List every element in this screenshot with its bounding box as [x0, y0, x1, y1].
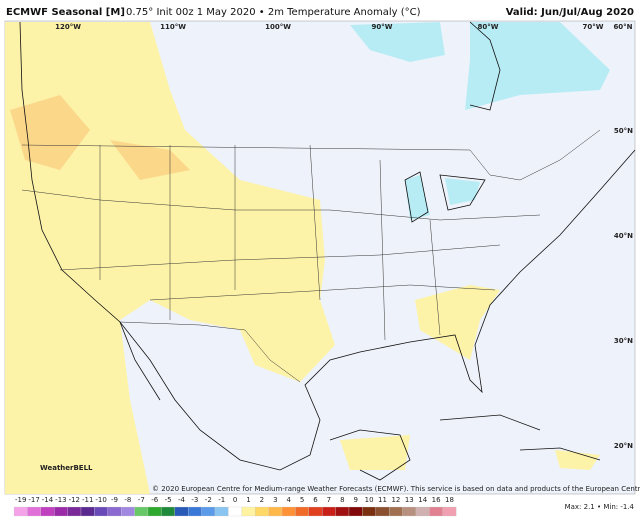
- legend-swatch: [188, 506, 202, 517]
- legend: -19 -17 -14 -13 -12 -11 -10 -9 -8 -7 -6 -5 -4 -3 -2 -1 0…: [13, 496, 457, 517]
- legend-label: 8: [340, 496, 344, 504]
- legend-label: -2: [205, 496, 212, 504]
- longitude-label: 110°W: [160, 23, 186, 31]
- title-bold: ECMWF Seasonal [M]: [6, 7, 125, 18]
- legend-swatch: [13, 506, 28, 517]
- legend-label: 6: [313, 496, 318, 504]
- legend-swatch: [268, 506, 283, 517]
- max-min: Max: 2.1 • Min: -1.4: [565, 503, 635, 511]
- longitude-label: 60°N: [613, 23, 632, 31]
- legend-swatch: [134, 506, 149, 517]
- logo: WeatherBELL: [40, 464, 93, 472]
- warm-anomaly-strong: [10, 95, 190, 180]
- map: WeatherBELL © 2020 European Centre for M…: [4, 20, 640, 495]
- legend-swatch: [322, 506, 336, 517]
- legend-swatch: [54, 506, 68, 517]
- coastline: [119, 321, 601, 481]
- legend-label: -17: [28, 496, 39, 504]
- copyright: © 2020 European Centre for Medium-range …: [152, 485, 640, 493]
- legend-label: -8: [124, 496, 131, 504]
- legend-swatch: [335, 506, 350, 517]
- legend-swatch: [107, 506, 122, 517]
- legend-label: -14: [42, 496, 54, 504]
- legend-swatch: [362, 506, 376, 517]
- legend-label: -10: [95, 496, 106, 504]
- legend-swatch: [80, 506, 95, 517]
- legend-swatch: [415, 506, 430, 517]
- title: 0.75° Init 00z 1 May 2020 • 2m Temperatu…: [126, 7, 421, 18]
- latitude-label: 50°N: [614, 127, 633, 135]
- legend-swatch: [228, 506, 242, 517]
- longitude-label: 80°W: [478, 23, 499, 31]
- legend-label: 11: [378, 496, 387, 504]
- legend-label: -19: [15, 496, 26, 504]
- legend-label: 2: [260, 496, 264, 504]
- legend-label: 16: [432, 496, 441, 504]
- legend-swatch: [402, 506, 417, 517]
- legend-label: -9: [111, 496, 118, 504]
- legend-swatch: [255, 506, 269, 517]
- valid-time: Valid: Jun/Jul/Aug 2020: [506, 7, 634, 18]
- legend-swatch: [67, 506, 82, 517]
- legend-label: 14: [418, 496, 427, 504]
- legend-label: -1: [218, 496, 225, 504]
- legend-label: 10: [365, 496, 374, 504]
- legend-swatch: [147, 506, 162, 517]
- lakes: [404, 21, 501, 223]
- latitude-label: 20°N: [614, 442, 633, 450]
- legend-swatch: [161, 506, 175, 517]
- legend-swatch: [27, 506, 41, 517]
- legend-swatch: [201, 506, 216, 517]
- legend-swatch: [375, 506, 390, 517]
- legend-swatch: [389, 506, 403, 517]
- longitude-label: 70°W: [583, 23, 604, 31]
- longitude-label: 120°W: [55, 23, 81, 31]
- cool-anomaly: [350, 22, 610, 220]
- coastline: [19, 21, 636, 471]
- legend-label: -13: [55, 496, 66, 504]
- legend-label: -12: [69, 496, 80, 504]
- legend-swatch: [241, 506, 256, 517]
- legend-swatch: [281, 506, 296, 517]
- legend-label: 9: [353, 496, 357, 504]
- state-borders: [21, 129, 601, 383]
- legend-label: -5: [165, 496, 172, 504]
- legend-label: 13: [405, 496, 414, 504]
- legend-swatch: [121, 506, 135, 517]
- legend-label: -6: [151, 496, 159, 504]
- legend-label: -7: [138, 496, 145, 504]
- longitude-label: 100°W: [265, 23, 291, 31]
- legend-label: 1: [246, 496, 250, 504]
- legend-swatch: [442, 506, 457, 517]
- legend-label: -3: [191, 496, 198, 504]
- legend-swatch: [94, 506, 108, 517]
- legend-label: 18: [445, 496, 454, 504]
- legend-label: -11: [82, 496, 93, 504]
- legend-label: 0: [233, 496, 237, 504]
- warm-anomaly: [340, 285, 600, 470]
- legend-label: 12: [391, 496, 400, 504]
- legend-swatch: [174, 506, 189, 517]
- legend-swatch: [348, 506, 363, 517]
- legend-swatch: [295, 506, 309, 517]
- legend-swatch: [40, 506, 55, 517]
- legend-swatch: [429, 506, 443, 517]
- legend-label: 3: [273, 496, 277, 504]
- legend-swatch: [214, 506, 229, 517]
- legend-swatch: [308, 506, 323, 517]
- legend-label: 7: [327, 496, 331, 504]
- legend-label: 4: [286, 496, 291, 504]
- longitude-label: 90°W: [372, 23, 393, 31]
- legend-label: 5: [300, 496, 304, 504]
- latitude-label: 40°N: [614, 232, 633, 240]
- latitude-label: 30°N: [614, 337, 633, 345]
- legend-label: -4: [178, 496, 186, 504]
